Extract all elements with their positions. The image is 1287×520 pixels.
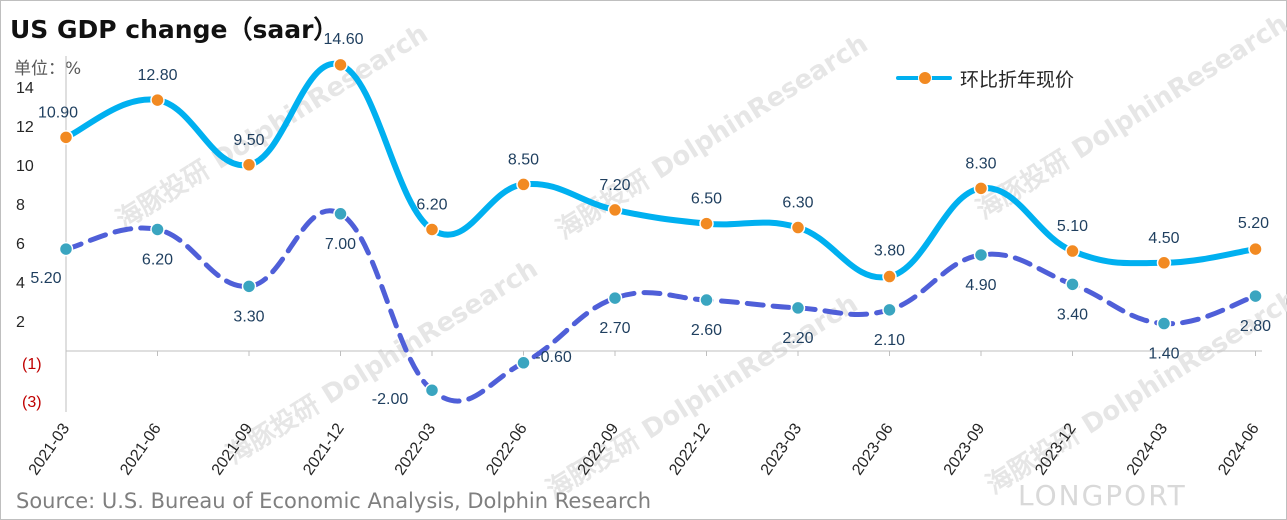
y-tick-label: 12 bbox=[16, 119, 34, 136]
dashed-series-data-label: 2.80 bbox=[1240, 318, 1271, 335]
source-note: Source: U.S. Bureau of Economic Analysis… bbox=[16, 489, 652, 513]
legend-label: 环比折年现价 bbox=[960, 68, 1075, 91]
dashed-series-marker bbox=[241, 279, 257, 294]
dashed-series-marker bbox=[333, 206, 348, 222]
dashed-series-line bbox=[63, 208, 1258, 404]
solid-series-data-label: 14.60 bbox=[323, 31, 363, 48]
dashed-series-marker bbox=[424, 382, 440, 398]
dashed-series-marker bbox=[607, 290, 623, 306]
solid-series-marker bbox=[150, 92, 165, 108]
solid-series-marker bbox=[607, 202, 623, 218]
y-tick-label: 4 bbox=[16, 275, 25, 292]
dashed-series-data-label: 6.20 bbox=[142, 251, 173, 268]
dashed-series-marker bbox=[150, 222, 165, 237]
y-tick-label: 14 bbox=[16, 80, 34, 97]
x-tick-label: 2022-03 bbox=[392, 420, 440, 478]
x-tick-label: 2023-09 bbox=[941, 420, 989, 478]
brand-watermark: LONGPORT bbox=[1018, 479, 1187, 512]
solid-series-data-label: 4.50 bbox=[1148, 230, 1179, 247]
solid-series-marker bbox=[1248, 241, 1263, 257]
solid-series-marker bbox=[333, 57, 348, 73]
solid-series-marker bbox=[790, 220, 806, 235]
solid-series-data-label: 6.50 bbox=[691, 191, 722, 208]
x-tick-label: 2022-09 bbox=[575, 420, 623, 478]
dashed-series-data-label: 1.40 bbox=[1148, 346, 1179, 363]
x-tick-label: 2023-03 bbox=[758, 420, 806, 478]
solid-series-data-label: 3.80 bbox=[874, 243, 905, 260]
solid-series-data-label: 10.90 bbox=[38, 104, 78, 121]
solid-series-marker bbox=[58, 130, 74, 145]
x-tick-label: 2021-03 bbox=[26, 420, 74, 478]
x-tick-label: 2021-12 bbox=[300, 420, 348, 478]
solid-series-marker bbox=[241, 157, 257, 173]
x-tick-label: 2024-06 bbox=[1215, 420, 1263, 478]
unit-label: 单位：% bbox=[14, 59, 82, 79]
solid-series-data-label: 6.20 bbox=[416, 196, 447, 213]
solid-series-marker bbox=[1065, 243, 1080, 259]
legend: 环比折年现价 bbox=[896, 64, 1074, 92]
y-tick-label: (1) bbox=[22, 356, 42, 373]
x-tick-label: 2021-06 bbox=[117, 420, 165, 478]
dashed-series-data-label: 5.20 bbox=[30, 270, 61, 287]
dashed-series-marker bbox=[882, 302, 897, 318]
dashed-series-data-label: 3.30 bbox=[233, 308, 264, 325]
solid-series-data-label: 5.20 bbox=[1238, 215, 1269, 232]
y-tick-label: 10 bbox=[16, 158, 34, 175]
x-tick-label: 2023-12 bbox=[1032, 420, 1080, 478]
y-tick-label: 8 bbox=[16, 197, 25, 214]
dashed-series-data-label: -2.00 bbox=[372, 391, 409, 408]
dashed-series-data-label: -0.60 bbox=[535, 349, 572, 366]
solid-series-marker bbox=[882, 269, 897, 284]
dashed-series-data-label: 4.90 bbox=[965, 277, 996, 294]
x-tick-label: 2024-03 bbox=[1124, 420, 1172, 478]
dashed-series-marker bbox=[58, 241, 74, 257]
chart-title: US GDP change（saar） bbox=[10, 15, 339, 44]
solid-series-data-label: 7.20 bbox=[599, 177, 630, 194]
dashed-series-data-label: 7.00 bbox=[325, 236, 356, 253]
solid-series-marker bbox=[516, 177, 531, 192]
dashed-series-data-label: 2.60 bbox=[691, 322, 722, 339]
solid-series-marker bbox=[699, 216, 714, 231]
x-tick-label: 2022-12 bbox=[666, 420, 714, 478]
dashed-series-marker bbox=[516, 355, 531, 371]
dashed-series-marker bbox=[790, 300, 806, 316]
dashed-series-marker bbox=[1065, 277, 1080, 292]
solid-series-line bbox=[63, 60, 1259, 281]
x-tick-label: 2021-09 bbox=[209, 420, 257, 478]
dashed-series-marker bbox=[699, 292, 714, 308]
x-tick-label: 2023-06 bbox=[849, 420, 897, 478]
dashed-series-data-label: 3.40 bbox=[1057, 306, 1088, 323]
solid-series-data-label: 9.50 bbox=[233, 132, 264, 149]
y-tick-label: 2 bbox=[16, 314, 25, 331]
dashed-series-marker bbox=[1156, 316, 1172, 331]
solid-series-data-label: 8.50 bbox=[508, 151, 539, 168]
y-tick-label: (3) bbox=[22, 394, 42, 411]
y-tick-label: 6 bbox=[16, 236, 25, 253]
solid-series-marker bbox=[1156, 255, 1172, 271]
solid-series-data-label: 8.30 bbox=[965, 155, 996, 172]
solid-series-data-label: 6.30 bbox=[782, 195, 813, 212]
dashed-series-marker bbox=[973, 247, 989, 263]
dashed-series-data-label: 2.10 bbox=[874, 332, 905, 349]
legend-line-icon bbox=[896, 71, 952, 85]
solid-series-marker bbox=[973, 181, 989, 196]
legend-marker-icon bbox=[918, 71, 932, 85]
solid-series-marker bbox=[424, 222, 440, 237]
dashed-series-marker bbox=[1248, 288, 1263, 304]
dashed-series-data-label: 2.70 bbox=[599, 320, 630, 337]
solid-series-data-label: 5.10 bbox=[1057, 218, 1088, 235]
x-tick-label: 2022-06 bbox=[483, 420, 531, 478]
dashed-series-data-label: 2.20 bbox=[782, 330, 813, 347]
solid-series-data-label: 12.80 bbox=[137, 67, 177, 84]
